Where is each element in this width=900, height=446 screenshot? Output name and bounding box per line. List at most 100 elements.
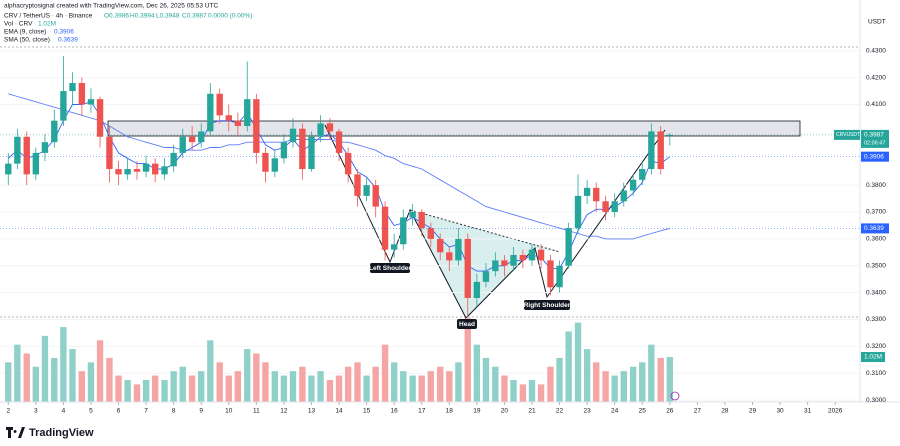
candle-body [354, 174, 361, 196]
price-tag-label: 0.3639 [864, 225, 884, 232]
volume-bar [648, 344, 655, 402]
candle-body [244, 99, 251, 127]
volume-bar [556, 357, 563, 402]
candle-body [639, 169, 646, 180]
volume-bar [629, 366, 637, 402]
countdown: 02:06:47 [864, 140, 885, 146]
volume-bar [289, 371, 297, 402]
x-tick-label: 2 [6, 408, 10, 415]
volume-bar [446, 371, 453, 402]
y-tick-label: 0.3500 [866, 262, 886, 269]
volume-bar [335, 375, 343, 402]
candle-body [51, 120, 58, 143]
x-tick-label: 27 [694, 408, 702, 415]
price-tag [861, 151, 889, 162]
brand: TradingView [29, 427, 94, 439]
candle-body [446, 252, 453, 261]
volume-bar [602, 371, 609, 402]
candle-body [602, 201, 609, 213]
candle-body [253, 99, 260, 153]
volume-value: 1.02M [38, 21, 56, 28]
volume-bar [528, 379, 536, 402]
x-tick-label: 28 [721, 408, 729, 415]
price-tag [834, 129, 860, 140]
y-tick-label: 0.3700 [866, 209, 886, 216]
volume-bar [437, 366, 444, 402]
candle-body [87, 99, 95, 105]
annotation-box [370, 263, 410, 273]
candle-body [179, 136, 186, 153]
candle-body [317, 123, 324, 137]
candle-body [216, 93, 223, 116]
candle-body [473, 281, 481, 299]
volume-bar [308, 375, 315, 402]
volume-bar [14, 344, 21, 402]
candle-body [170, 152, 177, 167]
y-tick-label: 0.3000 [866, 397, 886, 404]
volume-bar [326, 379, 334, 402]
volume-bar [5, 362, 12, 402]
candle-body [271, 158, 278, 172]
candle-body [344, 152, 352, 175]
volume-bar [106, 357, 113, 402]
volume-bar [198, 371, 205, 402]
x-tick-label: 16 [391, 408, 399, 415]
x-tick-label: 25 [639, 408, 647, 415]
symbol-tag: CRVUSDT [836, 132, 860, 138]
volume-bar [666, 357, 673, 402]
candle-body [510, 255, 517, 266]
candle-body [234, 120, 242, 127]
candle-body [528, 249, 536, 261]
candle-body [5, 163, 12, 175]
ohlc-value: H0.3994 [130, 13, 155, 20]
candle-body [69, 83, 76, 92]
x-tick-label: 31 [804, 408, 812, 415]
candle-body [482, 271, 490, 282]
volume-bar [593, 362, 600, 402]
candle-body [372, 185, 379, 207]
sma-value: 0.3639 [58, 37, 78, 44]
x-tick-label: 13 [308, 408, 316, 415]
volume-bar [344, 366, 352, 402]
volume-bar [519, 384, 527, 402]
x-tick-label: 17 [418, 408, 426, 415]
volume-bar [161, 379, 168, 402]
candle-body [464, 238, 471, 299]
candle-body [106, 136, 113, 170]
candle-body [390, 244, 398, 250]
candle-body [262, 152, 269, 172]
volume-bar [60, 327, 67, 402]
candle-body [115, 169, 122, 175]
annotation-box [457, 319, 477, 329]
volume-bar [69, 349, 76, 402]
x-tick-label: 5 [89, 408, 93, 415]
volume-bar [409, 375, 416, 402]
volume-bar [501, 375, 508, 402]
candle-body [299, 128, 306, 170]
y-tick-label: 0.3100 [866, 370, 886, 377]
pattern-fill [410, 210, 560, 318]
volume-bar [482, 357, 490, 402]
price-tag-label: 0.3906 [864, 153, 884, 160]
volume-bar [372, 366, 379, 402]
x-tick-label: 7 [144, 408, 148, 415]
volume-bar [400, 371, 407, 402]
candle-body [124, 169, 131, 175]
x-tick-label: 2026 [828, 408, 843, 415]
logo [6, 427, 25, 438]
candle-body [335, 131, 343, 153]
volume-bar [611, 375, 618, 402]
volume-bar [96, 340, 104, 402]
volume-bar [381, 344, 389, 402]
x-tick-label: 12 [280, 408, 288, 415]
x-tick-label: 3 [34, 408, 38, 415]
x-tick-label: 8 [172, 408, 176, 415]
volume-bar [207, 340, 214, 402]
x-tick-label: 24 [611, 408, 619, 415]
x-tick-label: 29 [749, 408, 757, 415]
x-tick-label: 26 [666, 408, 674, 415]
volume-bar [620, 371, 627, 402]
x-tick-label: 22 [556, 408, 564, 415]
volume-bar [583, 349, 591, 402]
volume-bar [427, 371, 435, 402]
